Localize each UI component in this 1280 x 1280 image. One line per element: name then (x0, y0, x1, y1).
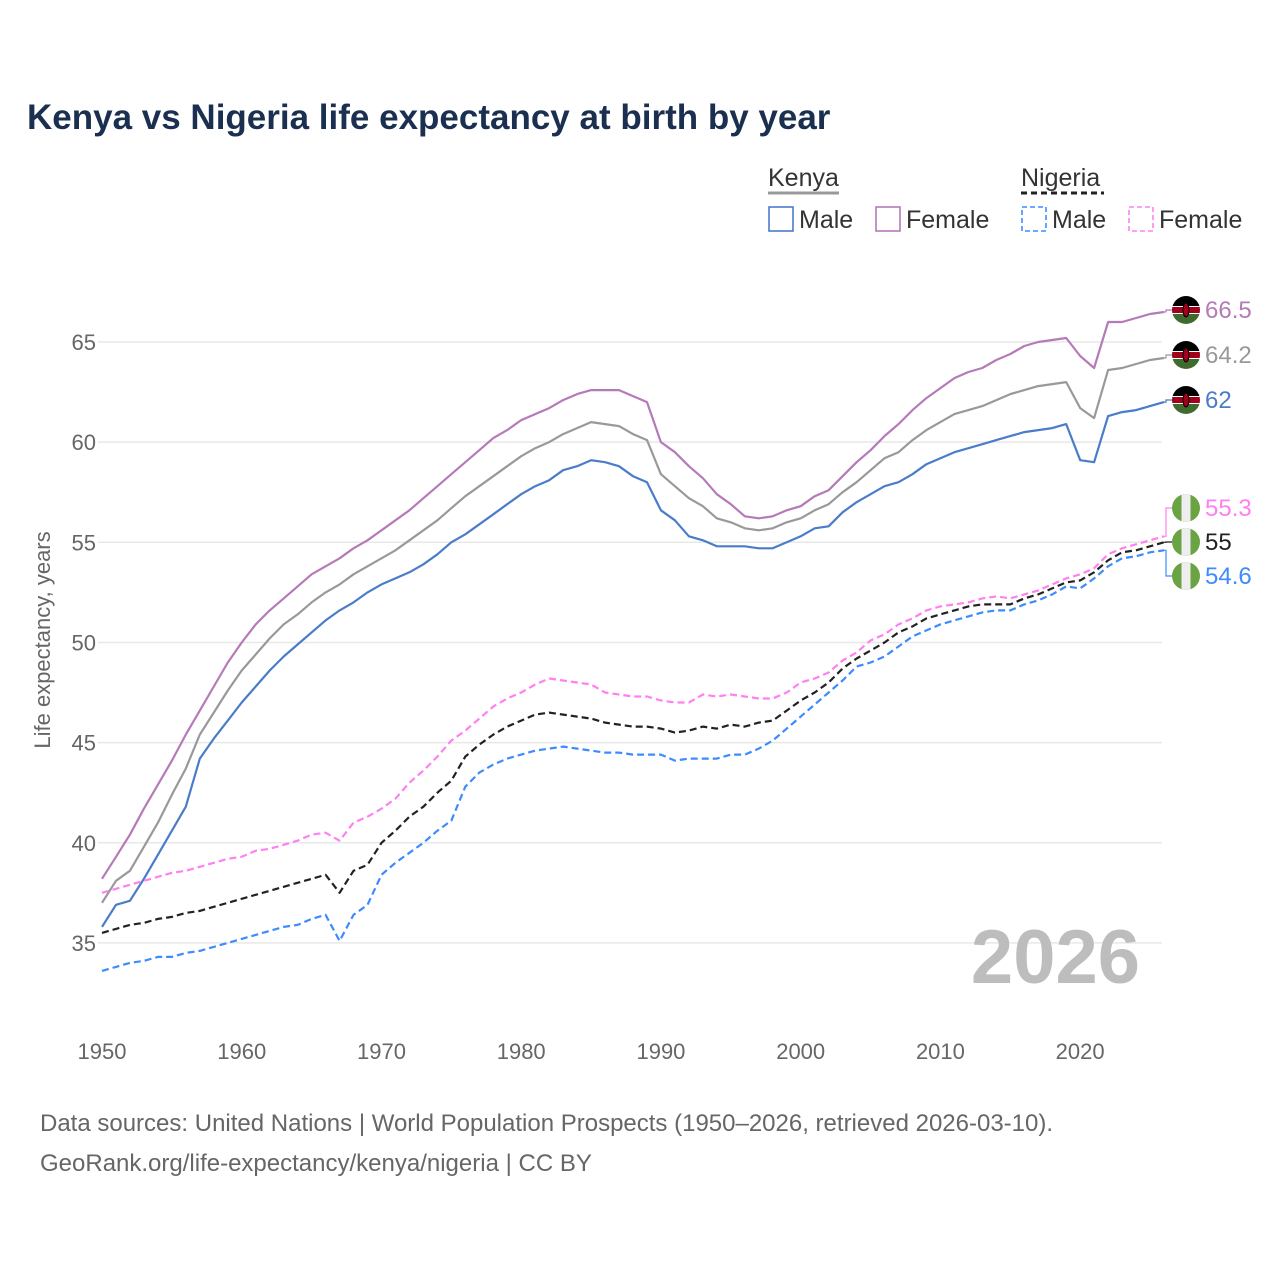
label-connector (1164, 354, 1172, 359)
nigeria-flag-icon (1172, 562, 1200, 590)
end-labels: 66.5 64.2 62 55.3 55 54.6 (1164, 296, 1252, 590)
year-watermark: 2026 (971, 915, 1140, 1000)
flag-stripe-green (1172, 404, 1200, 414)
label-connector (1164, 549, 1172, 577)
series-line-kenya-male (101, 401, 1165, 928)
flag-body (1172, 341, 1200, 369)
label-connector (1164, 309, 1172, 313)
x-tick-label: 2010 (916, 1039, 965, 1064)
y-tick-label: 35 (72, 931, 96, 956)
series-line-kenya (101, 356, 1165, 904)
end-value-label: 55.3 (1205, 495, 1252, 522)
legend-nigeria-female: Female (1159, 206, 1242, 234)
legend-kenya-male: Male (799, 206, 853, 234)
y-tick-label: 50 (72, 630, 96, 655)
footer-sources: Data sources: United Nations | World Pop… (40, 1110, 1053, 1137)
y-tick-label: 60 (72, 430, 96, 455)
series-line-nigeria-female (101, 535, 1165, 894)
flag-stripe-black (1172, 341, 1200, 351)
end-value-label: 54.6 (1205, 563, 1252, 590)
end-value-label: 64.2 (1205, 342, 1252, 369)
kenya-flag-icon (1172, 386, 1200, 414)
legend: Kenya Nigeria Male Female Male Female (768, 164, 1242, 234)
flag-body (1172, 528, 1200, 556)
x-axis: 1950 1960 1970 1980 1990 2000 2010 2020 (78, 1039, 1105, 1064)
flag-white (1181, 528, 1191, 556)
legend-nigeria-female-swatch (1128, 206, 1154, 232)
y-tick-label: 45 (72, 731, 96, 756)
flag-shield (1182, 347, 1190, 363)
legend-kenya-female: Female (906, 206, 989, 234)
nigeria-flag-icon (1172, 494, 1200, 522)
flag-white (1181, 562, 1191, 590)
series-lines (101, 310, 1165, 972)
end-value-label: 55 (1205, 529, 1232, 556)
flag-body (1172, 386, 1200, 414)
x-tick-label: 2000 (776, 1039, 825, 1064)
flag-shield (1182, 392, 1190, 408)
x-tick-label: 1950 (78, 1039, 127, 1064)
series-line-nigeria-male (101, 549, 1165, 972)
kenya-flag-icon (1172, 296, 1200, 324)
legend-nigeria-title: Nigeria (1021, 164, 1100, 192)
flag-stripe-green (1172, 359, 1200, 369)
nigeria-flag-icon (1172, 528, 1200, 556)
flag-body (1172, 296, 1200, 324)
y-tick-label: 65 (72, 330, 96, 355)
legend-nigeria-male-swatch (1021, 206, 1047, 232)
series-line-kenya-female (101, 310, 1165, 880)
end-value-label: 62 (1205, 387, 1232, 414)
legend-kenya-female-swatch (875, 206, 901, 232)
flag-shield (1182, 302, 1190, 318)
flag-stripe-green (1172, 314, 1200, 324)
legend-kenya-title: Kenya (768, 164, 839, 192)
y-tick-label: 55 (72, 530, 96, 555)
x-tick-label: 1970 (357, 1039, 406, 1064)
flag-body (1172, 494, 1200, 522)
x-tick-label: 1990 (636, 1039, 685, 1064)
x-tick-label: 2020 (1056, 1039, 1105, 1064)
y-tick-label: 40 (72, 831, 96, 856)
kenya-flag-icon (1172, 341, 1200, 369)
label-connector (1164, 507, 1172, 537)
y-axis: 35 40 45 50 55 60 65 (72, 330, 96, 956)
flag-stripe-black (1172, 386, 1200, 396)
flag-body (1172, 562, 1200, 590)
series-line-nigeria (101, 541, 1165, 934)
legend-kenya-male-swatch (768, 206, 794, 232)
grid (98, 341, 1162, 944)
x-tick-label: 1980 (497, 1039, 546, 1064)
label-connector (1164, 399, 1172, 403)
end-value-label: 66.5 (1205, 297, 1252, 324)
flag-white (1181, 494, 1191, 522)
y-axis-label: Life expectancy, years (30, 531, 55, 748)
legend-nigeria-male: Male (1052, 206, 1106, 234)
x-tick-label: 1960 (217, 1039, 266, 1064)
footer-link: GeoRank.org/life-expectancy/kenya/nigeri… (40, 1150, 592, 1177)
flag-stripe-black (1172, 296, 1200, 306)
chart-title: Kenya vs Nigeria life expectancy at birt… (27, 98, 831, 137)
